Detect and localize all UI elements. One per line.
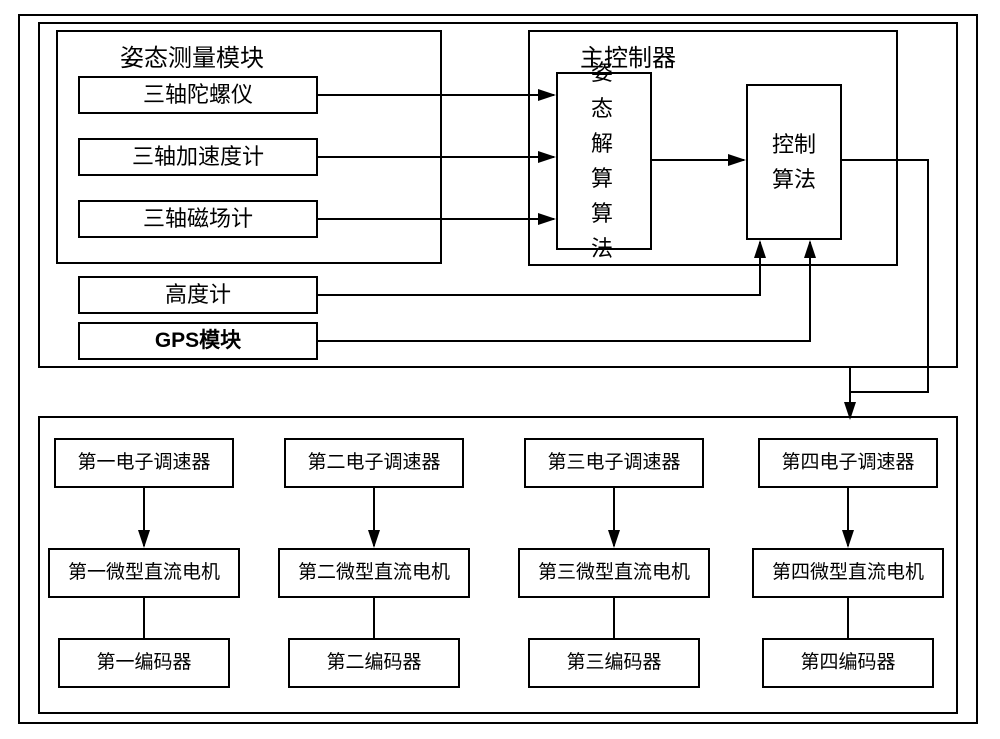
control-algorithm-label: 控制算法 <box>772 127 816 197</box>
altimeter-box: 高度计 <box>78 276 318 314</box>
attitude-algorithm-box: 姿态解算算法 <box>556 72 652 250</box>
encoder-2: 第二编码器 <box>288 638 460 688</box>
attitude-algorithm-label: 姿态解算算法 <box>582 55 626 266</box>
esc-2: 第二电子调速器 <box>284 438 464 488</box>
magnetometer-label: 三轴磁场计 <box>143 206 253 232</box>
motor-1-label: 第一微型直流电机 <box>68 562 220 585</box>
encoder-2-label: 第二编码器 <box>326 652 421 675</box>
gps-label: GPS模块 <box>155 328 241 353</box>
encoder-3: 第三编码器 <box>528 638 700 688</box>
esc-2-label: 第二电子调速器 <box>307 452 440 475</box>
motor-3: 第三微型直流电机 <box>518 548 710 598</box>
gps-box: GPS模块 <box>78 322 318 360</box>
motor-4: 第四微型直流电机 <box>752 548 944 598</box>
encoder-3-label: 第三编码器 <box>566 652 661 675</box>
accelerometer-label: 三轴加速度计 <box>132 144 264 170</box>
encoder-4-label: 第四编码器 <box>800 652 895 675</box>
motor-3-label: 第三微型直流电机 <box>538 562 690 585</box>
accelerometer-box: 三轴加速度计 <box>78 138 318 176</box>
encoder-1-label: 第一编码器 <box>96 652 191 675</box>
esc-3-label: 第三电子调速器 <box>547 452 680 475</box>
esc-1-label: 第一电子调速器 <box>77 452 210 475</box>
motor-4-label: 第四微型直流电机 <box>772 562 924 585</box>
gyroscope-label: 三轴陀螺仪 <box>143 82 253 108</box>
control-algorithm-box: 控制算法 <box>746 84 842 240</box>
altimeter-label: 高度计 <box>165 282 231 308</box>
encoder-1: 第一编码器 <box>58 638 230 688</box>
esc-4: 第四电子调速器 <box>758 438 938 488</box>
motor-2-label: 第二微型直流电机 <box>298 562 450 585</box>
motor-1: 第一微型直流电机 <box>48 548 240 598</box>
motor-2: 第二微型直流电机 <box>278 548 470 598</box>
encoder-4: 第四编码器 <box>762 638 934 688</box>
esc-3: 第三电子调速器 <box>524 438 704 488</box>
esc-4-label: 第四电子调速器 <box>781 452 914 475</box>
esc-1: 第一电子调速器 <box>54 438 234 488</box>
gyroscope-box: 三轴陀螺仪 <box>78 76 318 114</box>
magnetometer-box: 三轴磁场计 <box>78 200 318 238</box>
attitude-module-title: 姿态测量模块 <box>120 38 264 73</box>
